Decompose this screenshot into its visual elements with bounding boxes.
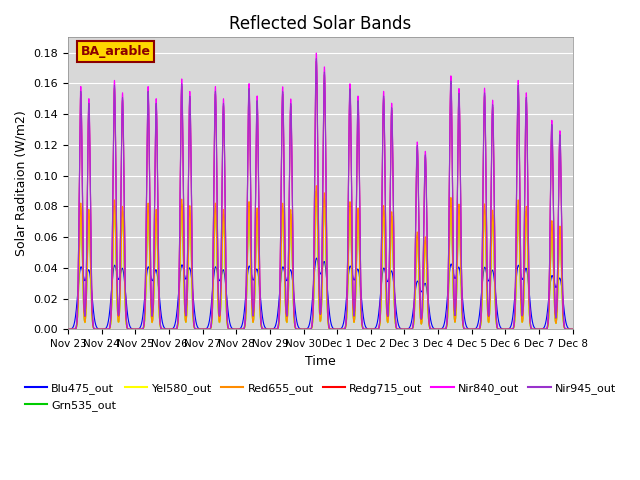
Redg715_out <box>312 59 320 64</box>
Nir945_out <box>152 120 159 126</box>
Nir840_out <box>258 324 266 329</box>
Nir945_out <box>122 296 129 301</box>
Nir945_out <box>569 326 577 332</box>
Red655_out <box>569 326 577 332</box>
Blu475_out <box>280 264 287 270</box>
Blu475_out <box>258 307 266 312</box>
Red655_out <box>559 312 567 318</box>
Grn535_out <box>280 219 287 225</box>
Grn535_out <box>258 325 266 331</box>
Red655_out <box>152 217 159 223</box>
Nir840_out <box>569 326 577 332</box>
Redg715_out <box>122 296 129 302</box>
Grn535_out <box>64 326 72 332</box>
Title: Reflected Solar Bands: Reflected Solar Bands <box>229 15 412 33</box>
Redg715_out <box>569 326 577 332</box>
Grn535_out <box>569 326 577 332</box>
Line: Grn535_out: Grn535_out <box>68 191 573 329</box>
Legend: Blu475_out, Grn535_out, Yel580_out, Red655_out, Redg715_out, Nir840_out, Nir945_: Blu475_out, Grn535_out, Yel580_out, Red6… <box>20 379 621 415</box>
Nir840_out <box>312 50 320 56</box>
Nir945_out <box>258 324 266 329</box>
Nir945_out <box>280 116 287 121</box>
Redg715_out <box>258 324 266 329</box>
Line: Yel580_out: Yel580_out <box>68 191 573 329</box>
Grn535_out <box>152 221 159 227</box>
Redg715_out <box>505 326 513 332</box>
Nir840_out <box>122 295 129 301</box>
Red655_out <box>312 183 320 189</box>
Yel580_out <box>312 188 320 194</box>
Red655_out <box>122 310 129 316</box>
Redg715_out <box>64 326 72 332</box>
Blu475_out <box>122 291 129 297</box>
Nir840_out <box>152 116 159 121</box>
Nir840_out <box>559 300 567 305</box>
Red655_out <box>280 215 287 220</box>
Redg715_out <box>152 122 159 128</box>
Blu475_out <box>569 326 577 332</box>
Yel580_out <box>280 219 287 225</box>
Yel580_out <box>122 311 129 317</box>
Nir840_out <box>505 326 513 332</box>
Line: Redg715_out: Redg715_out <box>68 61 573 329</box>
Redg715_out <box>280 118 287 123</box>
Nir945_out <box>312 56 320 61</box>
Grn535_out <box>559 313 567 319</box>
Yel580_out <box>559 313 567 319</box>
Grn535_out <box>122 311 129 317</box>
Text: BA_arable: BA_arable <box>81 45 150 58</box>
Yel580_out <box>505 326 513 332</box>
Yel580_out <box>569 326 577 332</box>
Nir945_out <box>559 300 567 306</box>
Nir945_out <box>505 326 513 332</box>
Nir945_out <box>64 326 72 332</box>
Blu475_out <box>64 326 72 332</box>
Grn535_out <box>505 326 513 332</box>
Nir840_out <box>64 326 72 332</box>
Red655_out <box>505 326 513 332</box>
Yel580_out <box>152 221 159 227</box>
Red655_out <box>64 326 72 332</box>
Line: Nir840_out: Nir840_out <box>68 53 573 329</box>
Blu475_out <box>152 267 159 273</box>
Nir840_out <box>280 111 287 117</box>
X-axis label: Time: Time <box>305 355 336 368</box>
Blu475_out <box>313 255 321 261</box>
Blu475_out <box>559 296 567 302</box>
Red655_out <box>258 325 266 331</box>
Yel580_out <box>64 326 72 332</box>
Redg715_out <box>559 300 567 306</box>
Blu475_out <box>505 326 513 332</box>
Line: Blu475_out: Blu475_out <box>68 258 573 329</box>
Grn535_out <box>312 188 320 194</box>
Line: Nir945_out: Nir945_out <box>68 59 573 329</box>
Y-axis label: Solar Raditaion (W/m2): Solar Raditaion (W/m2) <box>15 110 28 256</box>
Yel580_out <box>258 325 266 331</box>
Line: Red655_out: Red655_out <box>68 186 573 329</box>
